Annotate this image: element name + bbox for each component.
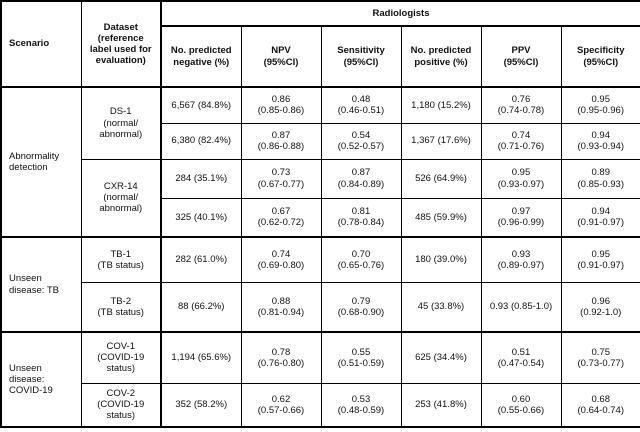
cell-specificity: 0.68 (0.64-0.74) — [560, 382, 640, 428]
cell-npv: 0.74 (0.69-0.80) — [240, 236, 322, 283]
dataset-cell: COV-2 (COVID-19 status) — [80, 382, 162, 428]
cell-predicted-negative: 6,380 (82.4%) — [160, 122, 242, 160]
cell-specificity: 0.94 (0.91-0.97) — [560, 197, 640, 238]
cell-ppv: 0.93 (0.85-1.0) — [480, 281, 562, 333]
cell-specificity: 0.95 (0.91-0.97) — [560, 236, 640, 283]
col-header-ppv: PPV (95%CI) — [480, 25, 562, 88]
radiologists-group-header: Radiologists — [159, 0, 640, 27]
cell-sensitivity: 0.53 (0.48-0.59) — [320, 382, 402, 428]
cell-ppv: 0.76 (0.74-0.78) — [480, 86, 562, 124]
col-header-sensitivity: Sensitivity (95%CI) — [320, 25, 402, 88]
cell-sensitivity: 0.55 (0.51-0.59) — [320, 331, 402, 384]
cell-npv: 0.73 (0.67-0.77) — [240, 158, 322, 199]
dataset-header-cell: Dataset (reference label used for evalua… — [80, 0, 162, 88]
scenario-header-cell: Scenario — [0, 0, 82, 88]
cell-predicted-positive: 526 (64.9%) — [400, 158, 482, 199]
cell-specificity: 0.96 (0.92-1.0) — [560, 281, 640, 333]
dataset-cell: TB-1 (TB status) — [80, 236, 162, 283]
cell-predicted-positive: 1,180 (15.2%) — [400, 86, 482, 124]
cell-sensitivity: 0.70 (0.65-0.76) — [320, 236, 402, 283]
cell-sensitivity: 0.54 (0.52-0.57) — [320, 122, 402, 160]
cell-ppv: 0.97 (0.96-0.99) — [480, 197, 562, 238]
cell-npv: 0.62 (0.57-0.66) — [240, 382, 322, 428]
dataset-cell: TB-2 (TB status) — [80, 281, 162, 333]
cell-sensitivity: 0.81 (0.78-0.84) — [320, 197, 402, 238]
col-header-predicted-positive: No. predicted positive (%) — [400, 25, 482, 88]
cell-predicted-positive: 180 (39.0%) — [400, 236, 482, 283]
cell-predicted-positive: 253 (41.8%) — [400, 382, 482, 428]
cell-predicted-negative: 284 (35.1%) — [160, 158, 242, 199]
cell-npv: 0.87 (0.86-0.88) — [240, 122, 322, 160]
dataset-cell: CXR-14 (normal/ abnormal) — [80, 158, 162, 238]
cell-sensitivity: 0.87 (0.84-0.89) — [320, 158, 402, 199]
cell-predicted-negative: 325 (40.1%) — [160, 197, 242, 238]
scenario-cell: Abnormality detection — [0, 86, 82, 238]
cell-npv: 0.86 (0.85-0.86) — [240, 86, 322, 124]
cell-ppv: 0.74 (0.71-0.76) — [480, 122, 562, 160]
cell-predicted-positive: 1,367 (17.6%) — [400, 122, 482, 160]
cell-npv: 0.67 (0.62-0.72) — [240, 197, 322, 238]
cell-predicted-negative: 282 (61.0%) — [160, 236, 242, 283]
cell-predicted-negative: 1,194 (65.6%) — [160, 331, 242, 384]
cell-specificity: 0.94 (0.93-0.94) — [560, 122, 640, 160]
cell-sensitivity: 0.79 (0.68-0.90) — [320, 281, 402, 333]
cell-predicted-positive: 45 (33.8%) — [400, 281, 482, 333]
cell-ppv: 0.93 (0.89-0.97) — [480, 236, 562, 283]
col-header-specificity: Specificity (95%CI) — [560, 25, 640, 88]
col-header-predicted-negative: No. predicted negative (%) — [160, 25, 242, 88]
cell-specificity: 0.89 (0.85-0.93) — [560, 158, 640, 199]
cell-npv: 0.78 (0.76-0.80) — [240, 331, 322, 384]
cell-specificity: 0.75 (0.73-0.77) — [560, 331, 640, 384]
col-header-npv: NPV (95%CI) — [240, 25, 322, 88]
scenario-cell: Unseen disease: COVID-19 — [0, 331, 82, 428]
dataset-cell: DS-1 (normal/ abnormal) — [80, 86, 162, 160]
cell-ppv: 0.51 (0.47-0.54) — [480, 331, 562, 384]
cell-predicted-positive: 485 (59.9%) — [400, 197, 482, 238]
dataset-cell: COV-1 (COVID-19 status) — [80, 331, 162, 384]
cell-npv: 0.88 (0.81-0.94) — [240, 281, 322, 333]
cell-predicted-positive: 625 (34.4%) — [400, 331, 482, 384]
cell-predicted-negative: 352 (58.2%) — [160, 382, 242, 428]
cell-specificity: 0.95 (0.95-0.96) — [560, 86, 640, 124]
scenario-cell: Unseen disease: TB — [0, 236, 82, 333]
cell-predicted-negative: 6,567 (84.8%) — [160, 86, 242, 124]
cell-ppv: 0.95 (0.93-0.97) — [480, 158, 562, 199]
cell-predicted-negative: 88 (66.2%) — [160, 281, 242, 333]
cell-sensitivity: 0.48 (0.46-0.51) — [320, 86, 402, 124]
cell-ppv: 0.60 (0.55-0.66) — [480, 382, 562, 428]
